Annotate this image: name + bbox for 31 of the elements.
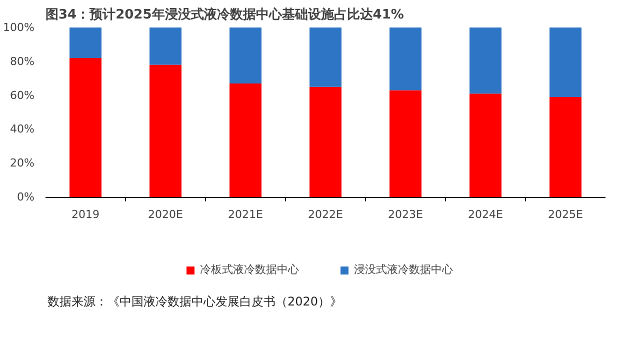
y-tick-label: 80% — [10, 54, 35, 68]
bar — [230, 83, 262, 198]
bar — [310, 28, 342, 87]
y-tick-label: 40% — [10, 122, 35, 136]
bar — [550, 97, 582, 198]
x-tick-label: 2024E — [468, 208, 504, 222]
y-tick-label: 20% — [10, 156, 35, 170]
legend-label: 冷板式液冷数据中心 — [200, 262, 299, 277]
bar — [470, 94, 502, 198]
bar — [310, 86, 342, 198]
bar — [390, 28, 422, 90]
bar — [150, 28, 182, 65]
x-tick-label: 2023E — [388, 208, 424, 222]
bar — [470, 28, 502, 94]
bar — [230, 28, 262, 84]
bar — [390, 90, 422, 198]
x-tick-label: 2021E — [228, 208, 264, 222]
bar — [550, 28, 582, 98]
chart-title: 图34：预计2025年浸没式液冷数据中心基础设施占比达41% — [46, 6, 404, 22]
x-tick-label: 2022E — [308, 208, 344, 222]
y-tick-label: 100% — [3, 21, 35, 34]
source-note: 数据来源：《中国液冷数据中心发展白皮书（2020）》 — [48, 294, 342, 308]
x-tick-label: 2025E — [548, 208, 584, 222]
x-tick-label: 2020E — [148, 208, 184, 222]
bar — [70, 58, 102, 198]
bar — [70, 28, 102, 58]
legend-label: 浸没式液冷数据中心 — [354, 262, 453, 277]
y-tick-label: 60% — [10, 88, 35, 102]
y-tick-label: 0% — [17, 190, 34, 204]
x-tick-label: 2019 — [72, 208, 100, 222]
bar — [150, 64, 182, 198]
